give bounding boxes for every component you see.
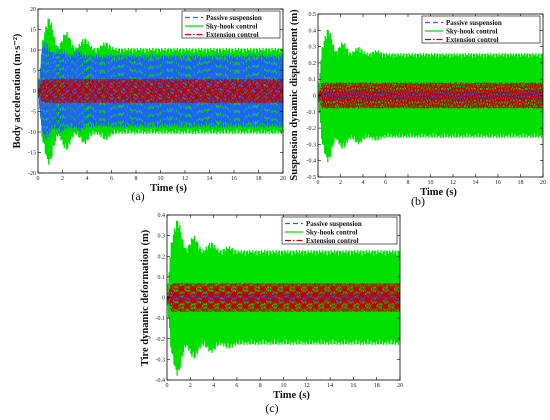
x-axis-label: Time (s) [150, 183, 187, 194]
y-tick-label: 0 [313, 94, 316, 100]
y-tick-label: 0.4 [158, 213, 166, 219]
x-tick-label: 10 [281, 383, 287, 389]
x-tick-label: 12 [304, 383, 310, 389]
y-tick-label: 0.1 [309, 77, 317, 83]
y-tick-label: 0.2 [158, 254, 166, 260]
chart-body-acceleration: 0 2 4 6 8 10 12 14 16 18 20 -20 -15 -10 -5 0 5 10 15 20 Tim… [12, 7, 286, 203]
y-tick-label: -10 [28, 130, 36, 136]
legend-entry-passive: Passive suspension [306, 220, 362, 228]
y-tick-label: 5 [33, 69, 36, 75]
x-tick-label: 14 [207, 176, 213, 182]
y-tick-label: -0.4 [156, 378, 166, 384]
y-tick-label: 0.1 [158, 275, 166, 281]
y-tick-label: -20 [28, 171, 36, 177]
legend: Passive suspension Sky-hook control Exte… [421, 15, 541, 44]
x-tick-label: 18 [518, 180, 524, 186]
x-tick-label: 20 [397, 383, 403, 389]
legend-entry-extension: Extension control [446, 36, 499, 44]
series-extension [38, 78, 283, 104]
x-tick-label: 6 [384, 180, 387, 186]
y-tick-label: 0.3 [158, 234, 166, 240]
series-line [38, 78, 283, 104]
x-tick-label: 8 [407, 180, 410, 186]
x-tick-label: 20 [540, 180, 546, 186]
y-axis-label: Tire dynamic deformation (m) [140, 229, 151, 366]
x-tick-label: 6 [235, 383, 238, 389]
y-tick-label: -0.2 [156, 337, 166, 343]
x-tick-label: 8 [135, 176, 138, 182]
chart-tire-deformation: 0 2 4 6 8 10 12 14 16 18 20 -0.4 -0.3 -0.2 -0.1 0 0.1 0.2… [140, 213, 403, 415]
y-tick-label: 0.5 [309, 12, 317, 18]
x-tick-label: 4 [212, 383, 215, 389]
x-tick-label: 0 [166, 383, 169, 389]
y-tick-label: -0.3 [307, 142, 317, 148]
x-tick-label: 2 [189, 383, 192, 389]
x-tick-label: 0 [37, 176, 40, 182]
x-tick-label: 14 [473, 180, 479, 186]
y-tick-label: 0.2 [309, 61, 317, 67]
x-tick-label: 2 [61, 176, 64, 182]
y-tick-label: -0.1 [307, 110, 317, 116]
y-tick-label: 0 [162, 296, 165, 302]
panel-label: (b) [411, 194, 425, 208]
x-axis-label: Time (s) [420, 187, 457, 198]
y-tick-label: 10 [30, 48, 36, 54]
y-tick-label: -5 [31, 110, 36, 116]
x-tick-label: 10 [158, 176, 164, 182]
x-tick-label: 2 [339, 180, 342, 186]
x-tick-label: 16 [231, 176, 237, 182]
legend: Passive suspension Sky-hook control Exte… [281, 216, 398, 245]
legend-box [181, 10, 281, 39]
y-tick-label: 15 [30, 28, 36, 34]
y-tick-label: 0.4 [309, 28, 317, 34]
series-line [167, 282, 400, 313]
x-tick-label: 18 [256, 176, 262, 182]
legend-entry-skyhook: Sky-hook control [206, 22, 257, 30]
x-tick-label: 16 [495, 180, 501, 186]
panel-label: (c) [265, 401, 278, 415]
legend-box [421, 15, 541, 44]
y-tick-label: 0.3 [309, 45, 317, 51]
y-tick-label: 20 [30, 7, 36, 13]
x-tick-label: 20 [280, 176, 286, 182]
y-tick-label: -0.1 [156, 316, 166, 322]
series-extension [167, 282, 400, 313]
legend-entry-passive: Passive suspension [446, 19, 502, 27]
series-extension [318, 81, 543, 110]
legend-entry-extension: Extension control [206, 31, 259, 39]
series-line [318, 81, 543, 110]
legend-entry-skyhook: Sky-hook control [306, 228, 357, 236]
legend-box [281, 216, 398, 245]
panel-label: (a) [131, 189, 144, 203]
x-axis-label: Time (s) [273, 390, 310, 401]
legend-entry-skyhook: Sky-hook control [446, 27, 497, 35]
x-tick-label: 12 [450, 180, 456, 186]
x-tick-label: 16 [350, 383, 356, 389]
x-tick-label: 6 [110, 176, 113, 182]
legend: Passive suspension Sky-hook control Exte… [181, 10, 281, 39]
y-tick-label: -0.5 [307, 175, 317, 181]
chart-suspension-displacement: 0 2 4 6 8 10 12 14 16 18 20 -0.5 -0.4 -0.3 -0.2 -0.1 0 0.… [289, 9, 546, 208]
y-tick-label: 0 [33, 89, 36, 95]
y-tick-label: -15 [28, 151, 36, 157]
x-tick-label: 4 [362, 180, 365, 186]
y-axis-label: Suspension dynamic displacement (m) [289, 9, 300, 181]
legend-entry-extension: Extension control [306, 237, 359, 245]
y-tick-label: -0.2 [307, 126, 317, 132]
x-tick-label: 10 [428, 180, 434, 186]
x-tick-label: 18 [374, 383, 380, 389]
x-tick-label: 4 [86, 176, 89, 182]
y-axis-label: Body acceleration (m·s⁻²) [12, 33, 23, 148]
x-tick-label: 14 [327, 383, 333, 389]
x-tick-label: 12 [182, 176, 188, 182]
x-tick-label: 0 [317, 180, 320, 186]
x-tick-label: 8 [259, 383, 262, 389]
y-tick-label: -0.3 [156, 357, 166, 363]
y-tick-label: -0.4 [307, 159, 317, 165]
legend-entry-passive: Passive suspension [206, 14, 262, 22]
